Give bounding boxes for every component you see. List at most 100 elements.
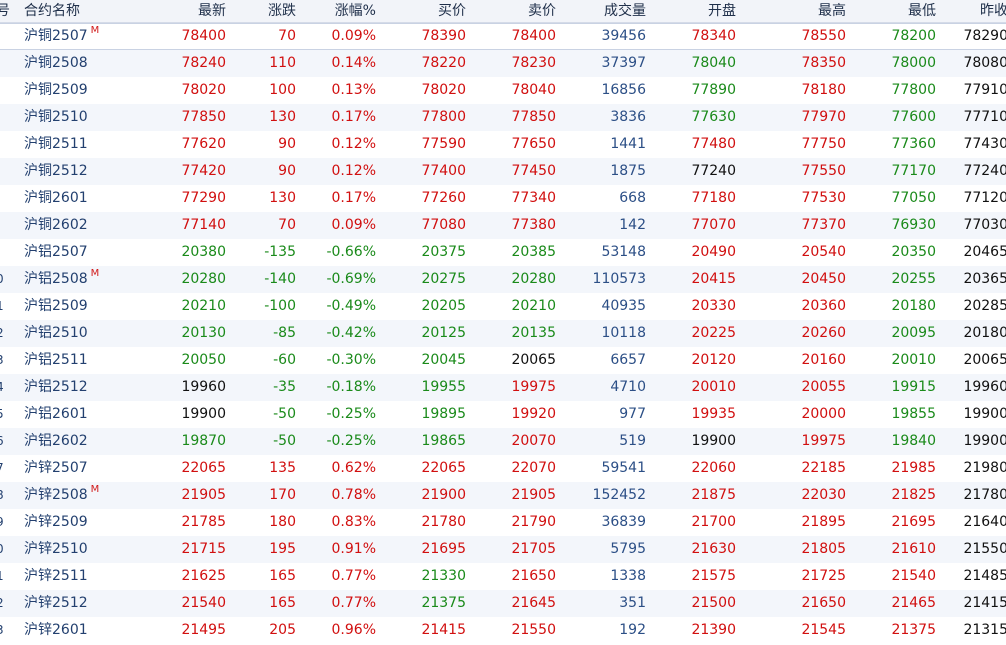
col-header-name[interactable]: 合约名称: [10, 0, 120, 23]
cell-contract-name[interactable]: 沪锌2510: [10, 536, 120, 563]
table-row[interactable]: 1 沪铝2509 20210 -100 -0.49% 20205 20210 40935 203…: [0, 293, 1006, 320]
cell-prev-close: 20065: [963, 352, 1006, 368]
table-row[interactable]: 3 沪铝2511 20050 -60 -0.30% 20045 20065 6657 20120…: [0, 347, 1006, 374]
table-row[interactable]: 沪铜2602 77140 70 0.09% 77080 77380 142 77070 7737…: [0, 212, 1006, 239]
cell-contract-name[interactable]: 沪铜2511: [10, 131, 120, 158]
contract-name-label: 沪铝2511: [24, 352, 88, 368]
table-row[interactable]: 0沪铝2508M20280-140-0.69%20275202801105732…: [0, 266, 1006, 293]
cell-contract-name[interactable]: 沪锌2507: [10, 455, 120, 482]
col-header-low[interactable]: 最低: [846, 0, 936, 23]
cell-contract-name[interactable]: 沪铜2508: [10, 50, 120, 77]
cell-ask: 78400: [511, 28, 556, 44]
cell-volume: 142: [619, 217, 646, 233]
cell-change: 130: [269, 109, 296, 125]
contract-name-label: 沪锌2509: [24, 514, 88, 530]
table-row[interactable]: 沪铝2507 20380 -135 -0.66% 20375 20385 53148 2049…: [0, 239, 1006, 266]
table-row[interactable]: 沪铜2512 77420 90 0.12% 77400 77450 1875 77240 775…: [0, 158, 1006, 185]
cell-contract-name[interactable]: 沪铜2601: [10, 185, 120, 212]
contract-name-label: 沪锌2511: [24, 568, 88, 584]
table-row[interactable]: 1 沪锌2511 21625 165 0.77% 21330 21650 1338 21575 2…: [0, 563, 1006, 590]
cell-seq: [0, 212, 10, 239]
cell-high: 19975: [801, 433, 846, 449]
col-header-change[interactable]: 涨跌: [226, 0, 296, 23]
table-row[interactable]: 0 沪锌2510 21715 195 0.91% 21695 21705 5795 21630 2…: [0, 536, 1006, 563]
cell-last: 20050: [181, 352, 226, 368]
cell-high: 22030: [801, 487, 846, 503]
cell-change: 90: [278, 163, 296, 179]
table-row[interactable]: 6 沪铝2602 19870 -50 -0.25% 19865 20070 519 19900 1…: [0, 428, 1006, 455]
cell-volume: 1441: [610, 136, 646, 152]
cell-volume: 668: [619, 190, 646, 206]
table-row[interactable]: 沪铜2507 M 78400 70 0.09% 78390 78400 39456 78340 7…: [0, 22, 1006, 51]
cell-change: -85: [273, 325, 296, 341]
cell-high: 20055: [801, 379, 846, 395]
cell-open: 77070: [691, 217, 736, 233]
table-row[interactable]: 沪铜2509 78020 100 0.13% 78020 78040 16856 77890 7…: [0, 77, 1006, 104]
table-row[interactable]: 8沪锌2508M219051700.78%2190021905152452218…: [0, 482, 1006, 509]
cell-contract-name[interactable]: 沪铝2507: [10, 239, 120, 266]
cell-prev-close: 21415: [963, 595, 1006, 611]
cell-change-pct: 0.13%: [331, 82, 376, 98]
cell-contract-name[interactable]: 沪铜2507 M: [10, 23, 120, 51]
cell-seq: 5: [0, 401, 10, 428]
cell-contract-name[interactable]: 沪铝2602: [10, 428, 120, 455]
col-header-seq[interactable]: 号: [0, 0, 10, 23]
cell-ask: 20065: [511, 352, 556, 368]
table-row[interactable]: 沪铜2508 78240 110 0.14% 78220 78230 37397 78040 7…: [0, 50, 1006, 77]
cell-last: 20280: [181, 271, 226, 287]
cell-seq: [0, 185, 10, 212]
cell-last: 21785: [181, 514, 226, 530]
cell-contract-name[interactable]: 沪锌2511: [10, 563, 120, 590]
table-row[interactable]: 3 沪锌2601 21495 205 0.96% 21415 21550 192 21390 21…: [0, 617, 1006, 644]
contract-name-label: 沪锌2508: [24, 487, 88, 503]
cell-change-pct: -0.25%: [326, 406, 376, 422]
col-header-ask[interactable]: 卖价: [466, 0, 556, 23]
col-header-open[interactable]: 开盘: [646, 0, 736, 23]
cell-contract-name[interactable]: 沪铜2509: [10, 77, 120, 104]
col-header-high[interactable]: 最高: [736, 0, 846, 23]
table-row[interactable]: 7 沪锌2507 22065 135 0.62% 22065 22070 59541 22060…: [0, 455, 1006, 482]
table-row[interactable]: 9 沪锌2509 21785 180 0.83% 21780 21790 36839 21700…: [0, 509, 1006, 536]
table-row[interactable]: 5 沪铝2601 19900 -50 -0.25% 19895 19920 977 19935 2…: [0, 401, 1006, 428]
table-row[interactable]: 沪铜2511 77620 90 0.12% 77590 77650 1441 77480 777…: [0, 131, 1006, 158]
table-row[interactable]: 4 沪铝2512 19960 -35 -0.18% 19955 19975 4710 20010…: [0, 374, 1006, 401]
cell-last: 19960: [181, 379, 226, 395]
cell-high: 20000: [801, 406, 846, 422]
cell-low: 19915: [891, 379, 936, 395]
table-row[interactable]: 2 沪锌2512 21540 165 0.77% 21375 21645 351 21500 21…: [0, 590, 1006, 617]
col-header-volume[interactable]: 成交量: [556, 0, 646, 23]
col-header-prev-close[interactable]: 昨收: [936, 0, 1006, 23]
cell-contract-name[interactable]: 沪锌2512: [10, 590, 120, 617]
col-header-change-pct[interactable]: 涨幅%: [296, 0, 376, 23]
cell-contract-name[interactable]: 沪铝2601: [10, 401, 120, 428]
cell-contract-name[interactable]: 沪铜2510: [10, 104, 120, 131]
cell-prev-close: 21550: [963, 541, 1006, 557]
cell-change-pct: -0.49%: [326, 298, 376, 314]
cell-contract-name[interactable]: 沪铜2512: [10, 158, 120, 185]
cell-open: 20010: [691, 379, 736, 395]
cell-change-pct: -0.25%: [326, 433, 376, 449]
table-row[interactable]: 沪铜2510 77850 130 0.17% 77800 77850 3836 77630 77…: [0, 104, 1006, 131]
cell-contract-name[interactable]: 沪锌2508 M: [10, 482, 120, 509]
cell-low: 20010: [891, 352, 936, 368]
cell-prev-close: 19900: [963, 433, 1006, 449]
cell-contract-name[interactable]: 沪锌2601: [10, 617, 120, 644]
cell-contract-name[interactable]: 沪锌2509: [10, 509, 120, 536]
cell-contract-name[interactable]: 沪铝2511: [10, 347, 120, 374]
cell-last: 20210: [181, 298, 226, 314]
col-header-bid[interactable]: 买价: [376, 0, 466, 23]
cell-open: 77240: [691, 163, 736, 179]
col-header-last[interactable]: 最新: [120, 0, 226, 23]
cell-change-pct: -0.42%: [326, 325, 376, 341]
cell-contract-name[interactable]: 沪铝2508 M: [10, 266, 120, 293]
table-row[interactable]: 2 沪铝2510 20130 -85 -0.42% 20125 20135 10118 2022…: [0, 320, 1006, 347]
cell-last: 77420: [181, 163, 226, 179]
table-row[interactable]: 沪铜2601 77290 130 0.17% 77260 77340 668 77180 775…: [0, 185, 1006, 212]
cell-bid: 20125: [421, 325, 466, 341]
cell-contract-name[interactable]: 沪铜2602: [10, 212, 120, 239]
cell-contract-name[interactable]: 沪铝2510: [10, 320, 120, 347]
cell-contract-name[interactable]: 沪铝2512: [10, 374, 120, 401]
cell-contract-name[interactable]: 沪铝2509: [10, 293, 120, 320]
cell-prev-close: 21485: [963, 568, 1006, 584]
cell-seq: 3: [0, 617, 10, 644]
